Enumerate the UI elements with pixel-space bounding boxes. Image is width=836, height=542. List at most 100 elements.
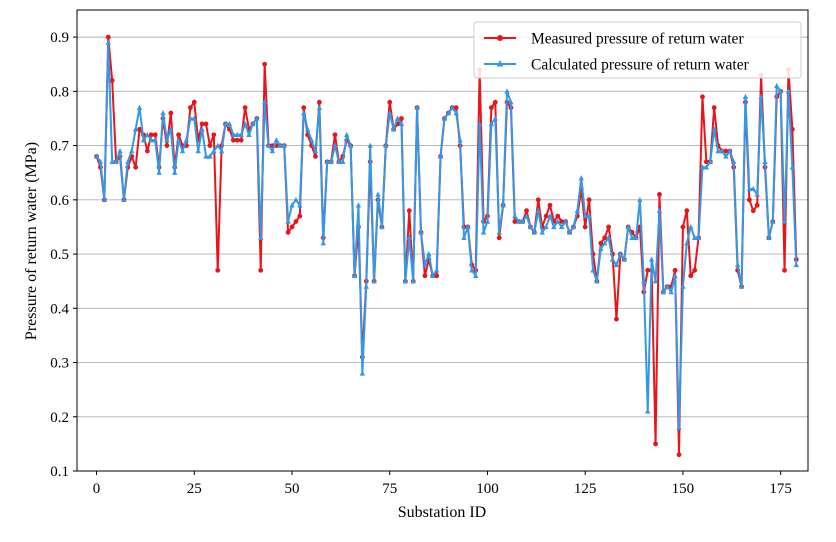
data-point xyxy=(164,137,170,143)
data-point xyxy=(711,126,717,132)
data-point xyxy=(746,185,753,192)
data-point xyxy=(562,218,569,224)
data-point xyxy=(156,169,162,175)
data-point xyxy=(641,278,647,284)
data-point xyxy=(390,126,397,132)
axis-ticks: 0.1 0.2 0.3 0.4 0.5 0.6 0.7 0.8 0.9 0 25 50 75 100 125… xyxy=(50,30,792,497)
data-point xyxy=(660,289,667,295)
legend-marker-calculated xyxy=(496,60,504,67)
data-point xyxy=(254,115,260,121)
data-point xyxy=(258,267,264,273)
data-point xyxy=(672,267,678,273)
data-point xyxy=(133,164,139,170)
data-point xyxy=(488,105,494,111)
data-point xyxy=(684,240,690,246)
data-point xyxy=(664,283,670,289)
data-point xyxy=(652,278,659,284)
data-point xyxy=(304,126,311,132)
data-point xyxy=(261,99,268,105)
data-point xyxy=(695,234,702,240)
data-point xyxy=(699,164,706,170)
data-point xyxy=(774,82,780,89)
data-point xyxy=(731,158,737,165)
data-point xyxy=(656,207,663,213)
x-tick-label: 25 xyxy=(187,481,202,497)
x-tick-label: 125 xyxy=(574,481,597,497)
data-point xyxy=(191,115,197,121)
data-point xyxy=(614,316,619,322)
data-point xyxy=(633,234,639,240)
data-point xyxy=(168,126,174,132)
data-point xyxy=(781,218,788,224)
data-point xyxy=(129,148,135,154)
data-point xyxy=(492,99,498,105)
data-point xyxy=(414,104,420,110)
data-point xyxy=(688,273,694,279)
data-point xyxy=(363,283,369,289)
data-point xyxy=(394,115,401,121)
data-point xyxy=(586,197,592,203)
data-point xyxy=(692,267,698,273)
data-point xyxy=(312,148,319,154)
data-point xyxy=(750,208,756,214)
data-point xyxy=(676,452,682,458)
data-point xyxy=(308,137,315,143)
data-point xyxy=(179,148,186,154)
data-point xyxy=(211,148,217,154)
data-point xyxy=(93,153,100,159)
data-point xyxy=(183,137,190,143)
data-point xyxy=(758,93,764,99)
data-point xyxy=(543,213,549,219)
data-point xyxy=(320,240,326,246)
data-point xyxy=(782,267,787,273)
data-point xyxy=(430,272,436,278)
data-point xyxy=(645,267,651,273)
data-point xyxy=(715,148,721,154)
data-point xyxy=(242,120,248,127)
data-point xyxy=(367,142,373,148)
data-point xyxy=(582,213,588,219)
data-point xyxy=(617,251,624,257)
data-point xyxy=(222,120,229,127)
data-point xyxy=(246,131,252,137)
data-point xyxy=(512,213,518,219)
data-point xyxy=(340,158,346,165)
data-point xyxy=(504,88,510,94)
data-point xyxy=(465,223,471,230)
data-point xyxy=(738,283,745,289)
data-point xyxy=(727,148,733,154)
data-point xyxy=(433,267,440,273)
data-point xyxy=(132,126,139,132)
data-point xyxy=(492,115,498,121)
data-point xyxy=(97,158,104,165)
data-point xyxy=(625,223,631,230)
data-point xyxy=(582,224,588,230)
data-point xyxy=(121,196,127,203)
data-point xyxy=(703,159,709,165)
data-point xyxy=(602,240,608,246)
data-point xyxy=(344,131,350,137)
data-point xyxy=(645,408,651,414)
data-point xyxy=(191,99,197,105)
data-point xyxy=(516,218,522,224)
data-point xyxy=(488,120,495,127)
series-calculated xyxy=(93,39,799,430)
y-tick-label: 0.2 xyxy=(50,410,69,426)
data-point xyxy=(598,240,604,246)
data-point xyxy=(680,283,686,289)
data-point xyxy=(262,61,268,67)
data-point xyxy=(453,110,459,116)
data-point xyxy=(777,88,784,94)
data-point xyxy=(187,105,193,111)
data-point xyxy=(437,153,444,159)
data-point xyxy=(230,137,236,143)
data-point xyxy=(218,148,225,154)
data-point xyxy=(653,441,658,447)
data-point xyxy=(215,142,221,148)
data-point xyxy=(719,148,725,154)
data-point xyxy=(195,148,201,154)
data-point xyxy=(238,131,244,137)
data-point xyxy=(281,142,287,148)
data-point xyxy=(105,34,111,40)
data-point xyxy=(234,131,240,137)
